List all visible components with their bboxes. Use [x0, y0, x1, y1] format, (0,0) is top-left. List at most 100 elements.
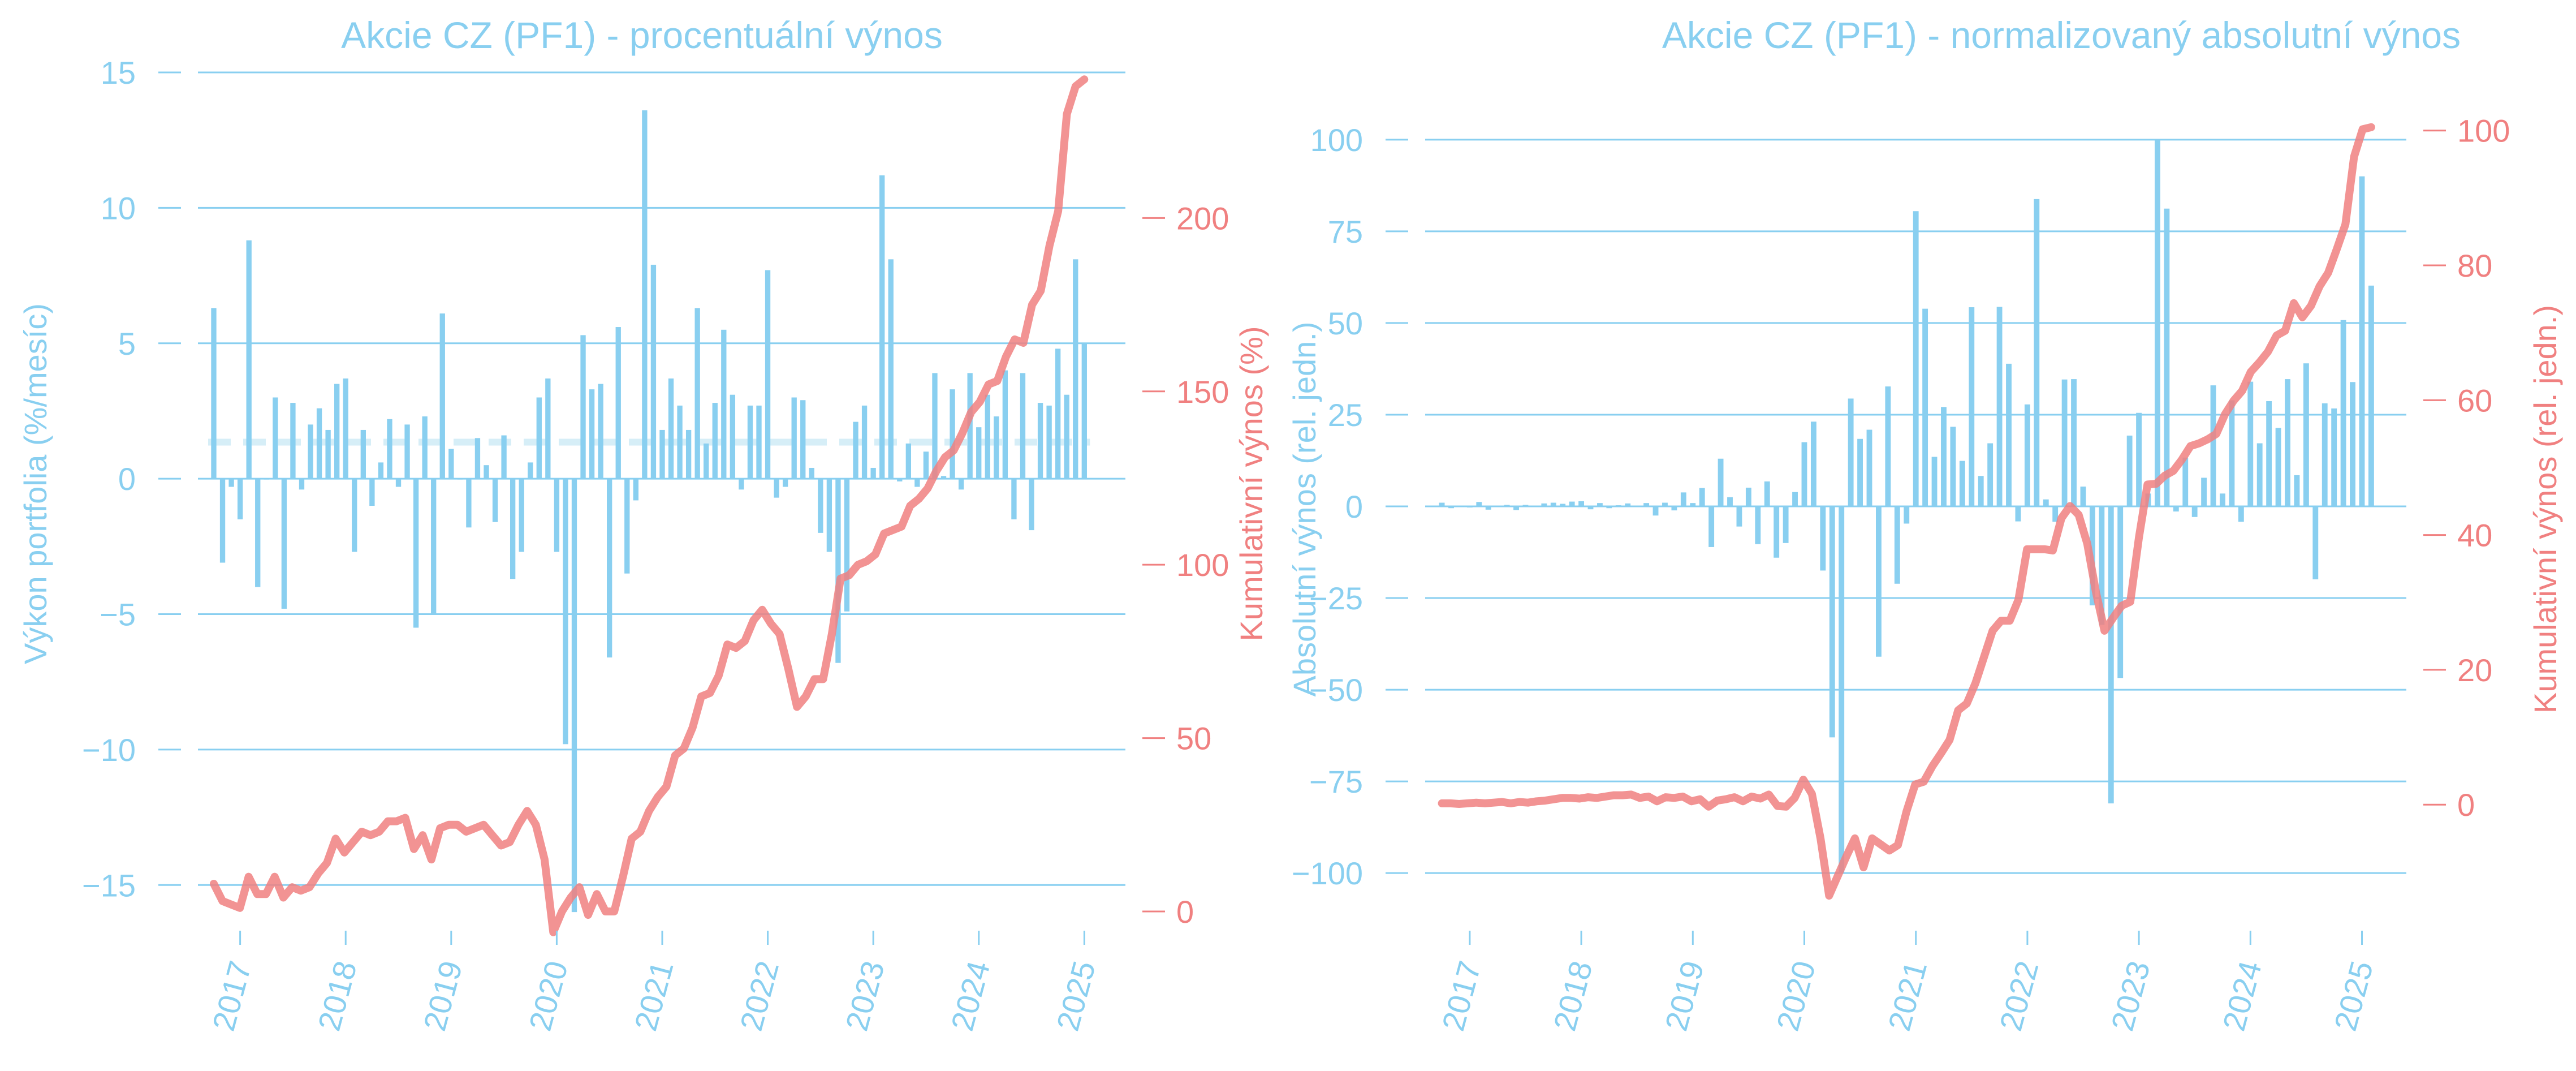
y-tick-label: 50 [1328, 306, 1363, 341]
bar [1866, 429, 1872, 506]
x-tick-label: 2023 [839, 957, 891, 1035]
bar [1002, 370, 1008, 479]
bar [756, 405, 762, 479]
bar [563, 479, 568, 745]
y-tick-label: 75 [1328, 214, 1363, 250]
bar [844, 479, 850, 612]
bar [2266, 401, 2272, 506]
bar [1680, 492, 1686, 506]
bar [554, 479, 560, 552]
chart-title: Akcie CZ (PF1) - procentuální výnos [341, 14, 943, 56]
bar [2303, 363, 2309, 506]
bar [1810, 421, 1816, 506]
bar [2322, 403, 2328, 506]
x-tick-label: 2017 [1435, 957, 1487, 1035]
x-axis-ticks: 2017 2018 2019 2020 2021 2022 2023 2024 2025 [1435, 931, 2380, 1034]
bar [730, 394, 736, 479]
x-tick-label: 2021 [1881, 957, 1934, 1035]
bar [246, 240, 252, 479]
bar [360, 429, 366, 479]
bar [1820, 506, 1826, 571]
bar [1485, 506, 1491, 510]
bar [273, 397, 278, 479]
bar [633, 479, 638, 501]
bar [1513, 506, 1519, 510]
bar [826, 479, 832, 552]
bar [1531, 506, 1538, 507]
bar [958, 479, 964, 490]
bar [1839, 506, 1845, 874]
y-tick-label: 15 [101, 55, 136, 91]
bar [932, 373, 938, 479]
x-tick-label: 2024 [2216, 957, 2268, 1035]
bar [879, 175, 885, 479]
bar [2368, 285, 2374, 506]
bar [853, 421, 858, 479]
bar [1504, 505, 1510, 506]
bar [2220, 493, 2225, 506]
bar [316, 408, 322, 479]
bar [2173, 506, 2179, 512]
x-tick-label: 2020 [522, 957, 575, 1035]
bar [334, 384, 340, 479]
bar [1495, 506, 1501, 507]
right-axis-ticks: 0 50 100 150 200 [1142, 200, 1229, 930]
bar [905, 443, 912, 479]
bar [457, 479, 463, 480]
bar [1913, 211, 1919, 507]
bar [1634, 506, 1640, 507]
y-tick-label: 25 [1328, 397, 1363, 433]
bar [1476, 502, 1482, 506]
bar [2247, 381, 2254, 506]
bar [1718, 458, 1724, 506]
bar [237, 479, 243, 519]
bar [2117, 506, 2124, 678]
bar [2043, 499, 2049, 506]
bar [809, 467, 814, 479]
y-tick-label: −75 [1309, 764, 1363, 799]
bar [369, 479, 375, 506]
y-tick-label: −10 [82, 732, 136, 768]
bars-group [211, 110, 1087, 913]
bar [1783, 506, 1789, 543]
bar [615, 327, 621, 479]
bar [870, 467, 876, 479]
bar [782, 479, 788, 487]
bar [677, 405, 683, 479]
bar [1745, 487, 1751, 506]
bar [2136, 412, 2142, 506]
bar [704, 443, 709, 479]
bar [642, 110, 648, 479]
bar [545, 378, 551, 479]
bar [589, 389, 595, 479]
bar [1541, 503, 1547, 506]
bar [352, 479, 357, 552]
bar [2108, 506, 2114, 803]
bar [1922, 308, 1928, 506]
y2-tick-label: 60 [2457, 382, 2492, 418]
bar [1708, 506, 1715, 547]
bar [2340, 320, 2346, 506]
bar [1652, 506, 1659, 516]
x-tick-label: 2022 [1992, 957, 2045, 1035]
bar [607, 479, 612, 658]
bar [2061, 379, 2068, 506]
bar [536, 397, 542, 479]
bar [1876, 506, 1882, 657]
bar [1037, 403, 1043, 479]
bar [739, 479, 744, 490]
x-tick-label: 2017 [205, 957, 258, 1035]
bar [914, 479, 920, 487]
right-axis-ticks: 0 20 40 60 80 100 [2423, 113, 2510, 823]
bar [580, 335, 586, 479]
y2-tick-label: 150 [1176, 374, 1229, 410]
bar [2312, 506, 2319, 579]
chart-panel-percent: −15 −10 −5 0 5 10 15 0 50 100 150 200 2017 2018 2019… [18, 14, 1269, 1034]
bar [1578, 501, 1585, 506]
bar [1857, 438, 1863, 506]
bar [1941, 407, 1947, 506]
y2-tick-label: 50 [1176, 721, 1211, 756]
bar [2294, 475, 2300, 506]
bar [685, 429, 692, 479]
bar [1569, 501, 1575, 506]
